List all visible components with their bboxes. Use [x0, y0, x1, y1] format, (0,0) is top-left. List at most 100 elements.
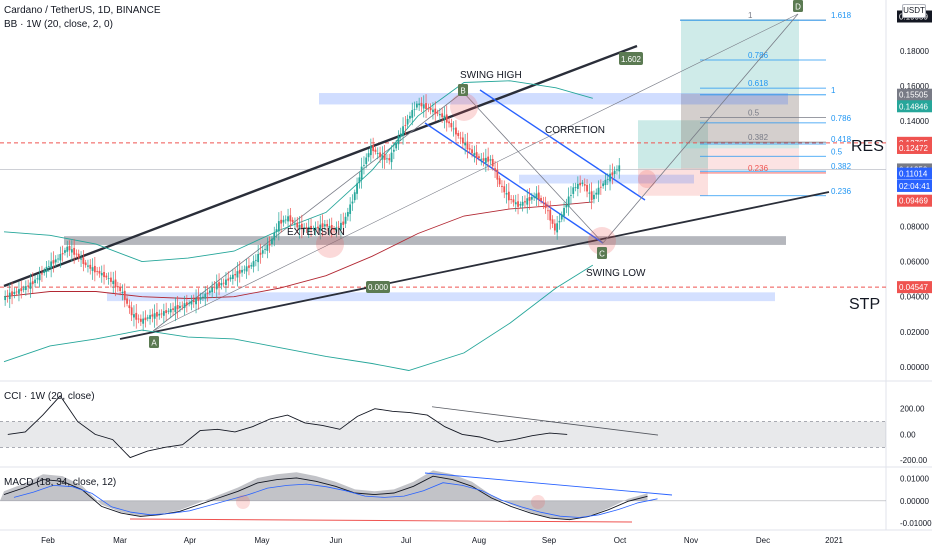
candle-body	[503, 186, 506, 193]
candle-body	[445, 114, 448, 123]
candle-body	[487, 156, 490, 162]
price-tick-label: 0.06000	[900, 258, 929, 267]
candle-body	[183, 303, 186, 308]
currency-badge[interactable]: USDT	[902, 4, 926, 18]
candle-body	[434, 108, 437, 114]
candle-body	[100, 272, 103, 276]
candle-body	[498, 178, 501, 185]
candle-body	[206, 292, 209, 295]
candle-body	[18, 289, 20, 294]
candle-body	[181, 305, 184, 307]
price-tick-label: 0.02000	[900, 328, 929, 337]
candle-body	[489, 159, 492, 161]
candle-body	[595, 192, 598, 195]
price-tick-label: 0.00000	[900, 363, 929, 372]
candle-body	[66, 246, 69, 252]
candle-body	[390, 152, 393, 163]
fib-level-label: 1	[748, 11, 753, 20]
pivot-highlight	[588, 227, 616, 255]
stop-zone	[638, 168, 708, 196]
candle-body	[36, 278, 39, 280]
candle-body	[533, 196, 536, 198]
candle-body	[8, 292, 11, 300]
macd-line	[3, 475, 648, 521]
candle-body	[358, 177, 361, 183]
candle-body	[540, 197, 542, 202]
point-b-label: B	[460, 87, 465, 96]
candle-body	[604, 179, 607, 186]
time-tick-label: Feb	[41, 536, 55, 545]
candle-body	[530, 197, 533, 200]
time-tick-label: 2021	[825, 536, 843, 545]
candle-body	[250, 265, 253, 267]
supply-band	[319, 93, 788, 105]
candle-body	[234, 274, 237, 276]
candle-body	[208, 290, 211, 293]
candle-body	[588, 192, 591, 194]
correction-label: CORRETION	[545, 125, 605, 136]
candle-body	[420, 102, 423, 107]
candle-body	[450, 122, 453, 128]
candle-body	[510, 199, 513, 200]
candle-body	[576, 183, 579, 189]
fib-level-label: 1	[831, 86, 836, 95]
candle-body	[89, 264, 92, 269]
candle-body	[261, 250, 264, 254]
candle-body	[429, 107, 432, 111]
candle-body	[496, 169, 499, 180]
candle-body	[82, 257, 85, 264]
point-a-label: A	[151, 339, 157, 348]
candle-body	[227, 278, 230, 281]
candle-body	[321, 223, 324, 228]
time-tick-label: Sep	[542, 536, 557, 545]
price-tick-label: 0.14000	[900, 117, 929, 126]
candle-body	[524, 201, 526, 203]
candle-body	[422, 104, 425, 109]
upper-trendline	[3, 44, 638, 288]
candle-body	[130, 307, 133, 316]
candle-body	[248, 265, 250, 268]
candle-body	[379, 152, 381, 158]
candle-body	[310, 225, 312, 230]
stop-band	[107, 292, 775, 302]
fib-level-label: 0.786	[748, 51, 769, 60]
candle-body	[151, 314, 154, 317]
candle-body	[521, 201, 524, 206]
cci-legend: CCI · 1W (20, close)	[4, 391, 95, 402]
candle-body	[57, 258, 59, 260]
candle-body	[597, 187, 600, 195]
pivot-highlight	[450, 93, 478, 121]
candle-body	[590, 191, 593, 201]
cci-tick-label: -200.00	[900, 456, 928, 465]
candle-body	[284, 219, 287, 221]
candle-body	[213, 286, 216, 288]
candle-body	[268, 243, 271, 246]
cci-divergence	[431, 406, 659, 436]
candle-body	[218, 282, 220, 287]
candle-body	[606, 179, 609, 180]
candle-body	[579, 182, 582, 186]
price-tag-label: 0.04547	[899, 283, 928, 292]
candle-body	[133, 314, 135, 318]
macd-signal	[13, 482, 658, 518]
candle-body	[413, 108, 416, 110]
mid-label: 0.000	[368, 283, 389, 292]
candle-body	[231, 274, 234, 280]
candle-body	[238, 269, 241, 274]
price-tick-label: 0.18000	[900, 47, 929, 56]
candle-body	[112, 280, 115, 285]
cci-tick-label: 200.00	[900, 405, 925, 414]
candle-body	[501, 185, 503, 187]
candle-body	[199, 297, 202, 300]
time-tick-label: Dec	[756, 536, 770, 545]
bb-basis	[3, 201, 593, 299]
candle-body	[441, 113, 444, 118]
candle-body	[52, 260, 55, 264]
candle-body	[383, 153, 386, 160]
point-c-label-badge	[597, 247, 607, 259]
price-tag	[897, 194, 932, 207]
candle-body	[190, 301, 193, 305]
bb-upper	[3, 80, 593, 263]
extension-label: EXTENSION	[287, 227, 345, 238]
